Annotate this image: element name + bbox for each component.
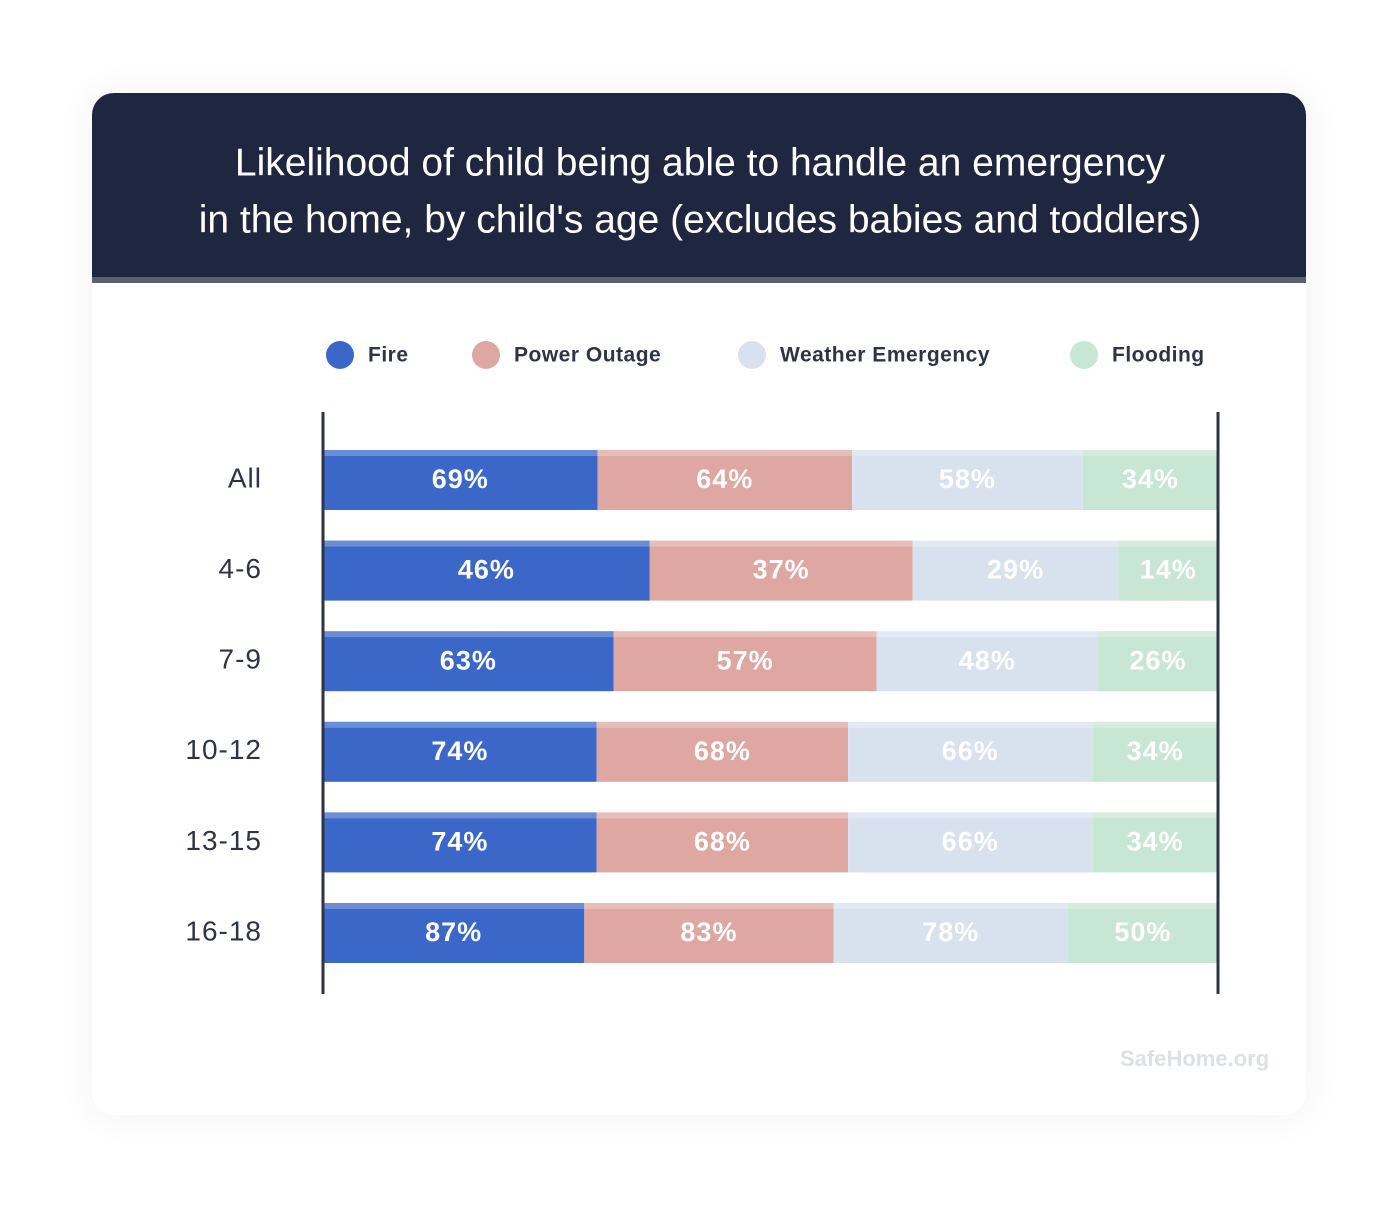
chart-title: in the home, by child's age (excludes ba… xyxy=(199,198,1202,241)
bar-highlight xyxy=(876,631,1099,638)
bar-highlight xyxy=(1092,812,1218,819)
bar-highlight xyxy=(912,540,1119,547)
bar-segment xyxy=(876,631,1099,692)
bar-segment xyxy=(596,812,849,873)
bar-highlight xyxy=(323,631,614,638)
value-label: 57% xyxy=(717,645,774,675)
bar-highlight xyxy=(597,450,853,456)
value-label: 74% xyxy=(431,827,488,857)
legend-swatch xyxy=(1070,341,1098,369)
bar-highlight xyxy=(848,812,1093,819)
bar-highlight xyxy=(833,903,1068,909)
y-tick-label: 4-6 xyxy=(219,553,262,584)
value-label: 66% xyxy=(942,827,999,857)
bar-highlight xyxy=(323,540,650,547)
bar-highlight xyxy=(852,450,1083,456)
value-label: 34% xyxy=(1127,827,1184,857)
chart-title: Likelihood of child being able to handle… xyxy=(235,141,1166,184)
bar-segment xyxy=(323,903,585,963)
bar-highlight xyxy=(1082,450,1218,456)
bar-segment xyxy=(323,540,650,601)
header xyxy=(92,93,1306,283)
bar-segment xyxy=(1092,721,1218,782)
bar-segment xyxy=(596,721,849,782)
value-label: 68% xyxy=(694,736,751,766)
y-tick-label: 13-15 xyxy=(185,825,262,856)
bar-segment xyxy=(1118,540,1218,601)
bar-segment xyxy=(833,903,1068,963)
y-tick-label: 16-18 xyxy=(185,915,262,946)
bar-segment xyxy=(1067,903,1218,963)
legend-swatch xyxy=(326,341,354,369)
legend-label: Weather Emergency xyxy=(780,344,990,367)
bar-highlight xyxy=(649,540,913,547)
bar-highlight xyxy=(1067,903,1218,909)
bar-segment xyxy=(848,812,1093,873)
value-label: 64% xyxy=(696,464,753,494)
value-label: 66% xyxy=(942,736,999,766)
value-label: 69% xyxy=(432,464,489,494)
bar-segment xyxy=(613,631,877,692)
bar-highlight xyxy=(584,903,834,909)
bar-segment xyxy=(1082,450,1218,510)
bar-segment xyxy=(1098,631,1218,692)
value-label: 29% xyxy=(987,555,1044,585)
bar-segment xyxy=(649,540,913,601)
bar-highlight xyxy=(323,812,597,819)
bar-segment xyxy=(584,903,834,963)
bar-segment xyxy=(323,721,597,782)
value-label: 14% xyxy=(1140,555,1197,585)
bar-segment xyxy=(597,450,853,510)
bar-highlight xyxy=(1098,631,1218,638)
bar-highlight xyxy=(1118,540,1218,547)
bar-segment xyxy=(852,450,1083,510)
value-label: 46% xyxy=(458,555,515,585)
value-label: 78% xyxy=(922,917,979,947)
value-label: 87% xyxy=(425,917,482,947)
bar-highlight xyxy=(848,721,1093,728)
bar-segment xyxy=(912,540,1119,601)
value-label: 34% xyxy=(1127,736,1184,766)
bar-highlight xyxy=(323,903,585,909)
value-label: 37% xyxy=(753,555,810,585)
bar-highlight xyxy=(1092,721,1218,728)
value-label: 34% xyxy=(1122,464,1179,494)
value-label: 63% xyxy=(440,645,497,675)
bar-highlight xyxy=(596,812,849,819)
value-label: 48% xyxy=(959,645,1016,675)
value-label: 83% xyxy=(680,917,737,947)
bar-highlight xyxy=(613,631,877,638)
legend-label: Flooding xyxy=(1112,344,1205,367)
legend-label: Power Outage xyxy=(514,344,661,367)
bar-segment xyxy=(1092,812,1218,873)
bar-highlight xyxy=(596,721,849,728)
value-label: 26% xyxy=(1130,645,1187,675)
y-tick-label: All xyxy=(228,462,262,493)
legend-swatch xyxy=(738,341,766,369)
bar-highlight xyxy=(323,721,597,728)
bar-segment xyxy=(323,812,597,873)
legend-swatch xyxy=(472,341,500,369)
bar-highlight xyxy=(323,450,598,456)
bar-segment xyxy=(848,721,1093,782)
source: SafeHome.org xyxy=(1120,1046,1269,1071)
bar-segment xyxy=(323,450,598,510)
value-label: 68% xyxy=(694,827,751,857)
value-label: 74% xyxy=(431,736,488,766)
value-label: 58% xyxy=(939,464,996,494)
y-tick-label: 10-12 xyxy=(185,734,262,765)
value-label: 50% xyxy=(1114,917,1171,947)
y-tick-label: 7-9 xyxy=(219,644,262,675)
legend-label: Fire xyxy=(368,344,409,367)
bar-segment xyxy=(323,631,614,692)
